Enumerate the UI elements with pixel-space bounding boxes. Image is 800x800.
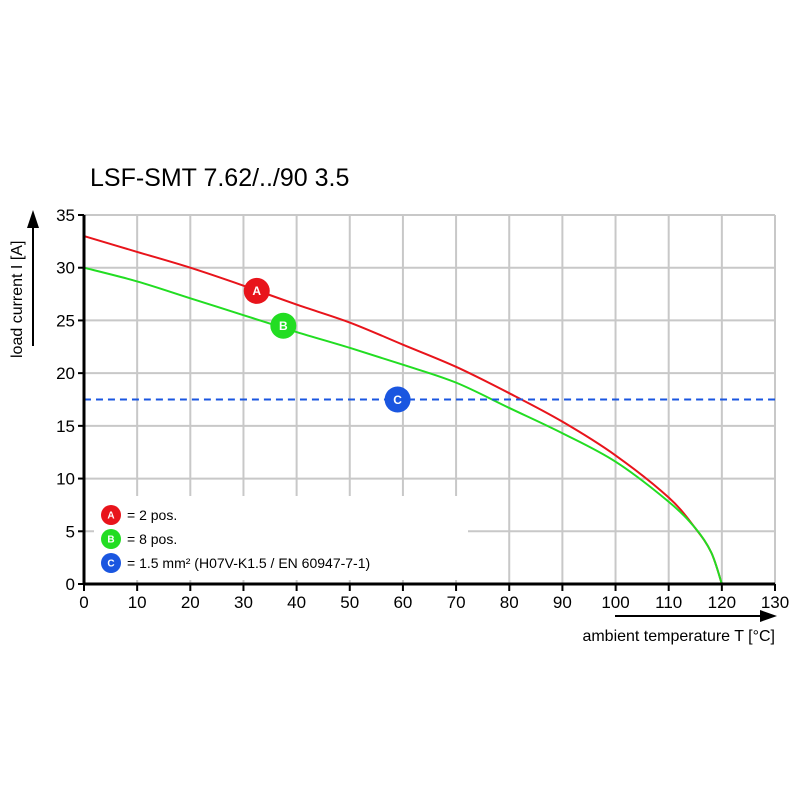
badge-circle: [101, 529, 121, 549]
badge-label: C: [393, 393, 402, 407]
legend-entry-text: = 2 pos.: [127, 507, 177, 523]
x-tick-label: 80: [500, 593, 519, 612]
legend: A = 2 pos. B = 8 pos. C = 1.5 mm² (H07V-K1.5 …: [101, 505, 370, 573]
y-tick-label: 20: [56, 364, 75, 383]
badge-label: A: [107, 511, 114, 522]
x-axis-label: ambient temperature T [°C]: [582, 628, 775, 645]
x-tick-label: 50: [340, 593, 359, 612]
y-axis-arrowhead: [27, 210, 39, 228]
x-tick-label: 110: [655, 593, 682, 612]
legend-badge-b: B: [101, 529, 121, 549]
badge-circle: [270, 312, 297, 339]
series-marker-b: B: [270, 312, 297, 339]
x-tick-label: 130: [761, 593, 789, 612]
badge-circle: [101, 505, 121, 525]
badge-circle: [243, 277, 270, 304]
y-tick-label: 10: [56, 470, 75, 489]
y-tick-label: 25: [56, 311, 75, 330]
x-tick-label: 60: [393, 593, 412, 612]
x-axis-arrowhead: [760, 610, 777, 622]
x-tick-label: 0: [79, 593, 88, 612]
chart-title: LSF-SMT 7.62/../90 3.5: [90, 164, 349, 192]
series-marker-a: A: [243, 277, 270, 304]
x-tick-label: 10: [128, 593, 147, 612]
x-tick-label: 70: [447, 593, 466, 612]
y-tick-label: 5: [66, 522, 75, 541]
x-tick-label: 120: [708, 593, 736, 612]
y-tick-label: 15: [56, 417, 75, 436]
x-tick-label: 100: [601, 593, 629, 612]
legend-background: [94, 496, 468, 580]
x-tick-label: 20: [181, 593, 200, 612]
y-tick-label: 30: [56, 259, 75, 278]
badge-circle: [384, 386, 411, 413]
legend-entry-text: = 1.5 mm² (H07V-K1.5 / EN 60947-7-1): [127, 555, 370, 571]
y-axis-label: load current I [A]: [9, 241, 26, 358]
badge-label: A: [252, 284, 261, 298]
badge-label: C: [107, 559, 114, 570]
badge-circle: [101, 553, 121, 573]
series-marker-c: C: [384, 386, 411, 413]
series-line-b: [83, 266, 723, 585]
y-tick-label: 35: [56, 206, 75, 225]
badge-label: B: [279, 319, 288, 333]
y-tick-label: 0: [66, 575, 75, 594]
legend-badge-c: C: [101, 553, 121, 573]
legend-entry-text: = 8 pos.: [127, 531, 177, 547]
badge-label: B: [107, 535, 114, 546]
x-tick-label: 40: [287, 593, 306, 612]
legend-badge-a: A: [101, 505, 121, 525]
x-tick-label: 30: [234, 593, 253, 612]
x-tick-label: 90: [553, 593, 572, 612]
